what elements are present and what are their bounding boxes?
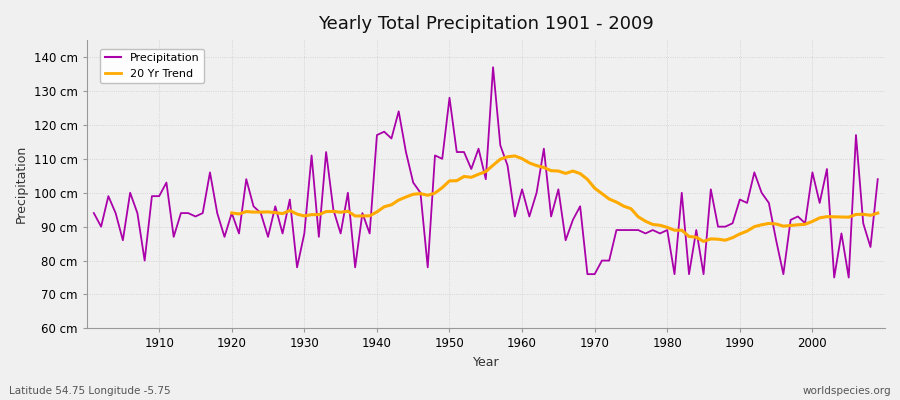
Y-axis label: Precipitation: Precipitation (15, 145, 28, 223)
X-axis label: Year: Year (472, 356, 500, 369)
Title: Yearly Total Precipitation 1901 - 2009: Yearly Total Precipitation 1901 - 2009 (318, 15, 653, 33)
Text: worldspecies.org: worldspecies.org (803, 386, 891, 396)
Text: Latitude 54.75 Longitude -5.75: Latitude 54.75 Longitude -5.75 (9, 386, 171, 396)
Legend: Precipitation, 20 Yr Trend: Precipitation, 20 Yr Trend (100, 48, 204, 83)
